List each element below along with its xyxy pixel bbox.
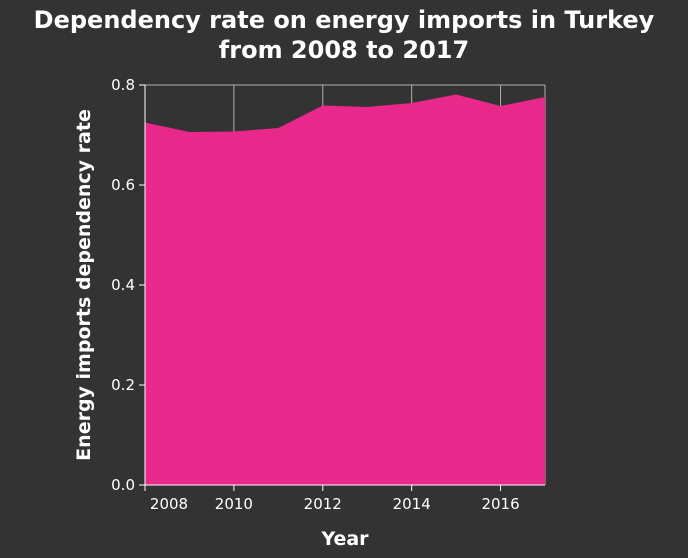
axes [139,84,545,491]
x-tick-label: 2010 [215,495,253,513]
x-tick-label: 2016 [481,495,519,513]
chart-title-line-1: Dependency rate on energy imports in Tur… [34,6,655,34]
y-axis-label: Energy imports dependency rate [73,109,95,461]
chart-title-line-2: from 2008 to 2017 [219,36,469,64]
x-tick-label: 2008 [150,495,188,513]
x-tick-label: 2012 [304,495,342,513]
y-tick-label: 0.4 [111,276,135,294]
tick-labels: 2008 2010 2012 2014 2016 0.0 0.2 0.4 0.6 0.8 [111,76,520,513]
y-tick-label: 0.0 [111,476,135,494]
x-axis-label: Year [320,528,369,550]
y-tick-label: 0.8 [111,76,135,94]
area-series [145,94,545,485]
x-tick-label: 2014 [393,495,431,513]
area-fill [145,94,545,485]
y-tick-label: 0.6 [111,176,135,194]
y-tick-label: 0.2 [111,376,135,394]
